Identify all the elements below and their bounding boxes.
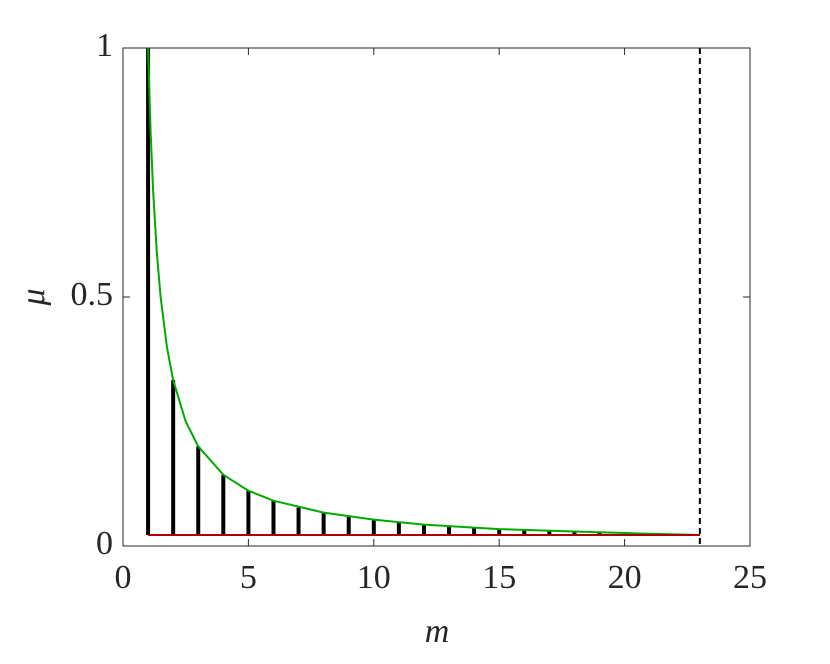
x-tick-label: 10 [357, 559, 391, 596]
curve [147, 47, 700, 537]
x-axis-label: m [425, 613, 450, 650]
x-tick-label: 5 [240, 559, 257, 596]
x-tick-label: 20 [608, 559, 642, 596]
plot-frame [122, 47, 751, 547]
y-tick-label: 0 [96, 525, 113, 562]
y-tick-label: 0.5 [71, 276, 114, 313]
x-tick-label: 15 [482, 559, 516, 596]
x-tick-label: 25 [733, 559, 767, 596]
x-tick-label: 0 [115, 559, 132, 596]
y-tick-label: 1 [96, 27, 113, 64]
y-axis-label: μ [15, 288, 52, 306]
